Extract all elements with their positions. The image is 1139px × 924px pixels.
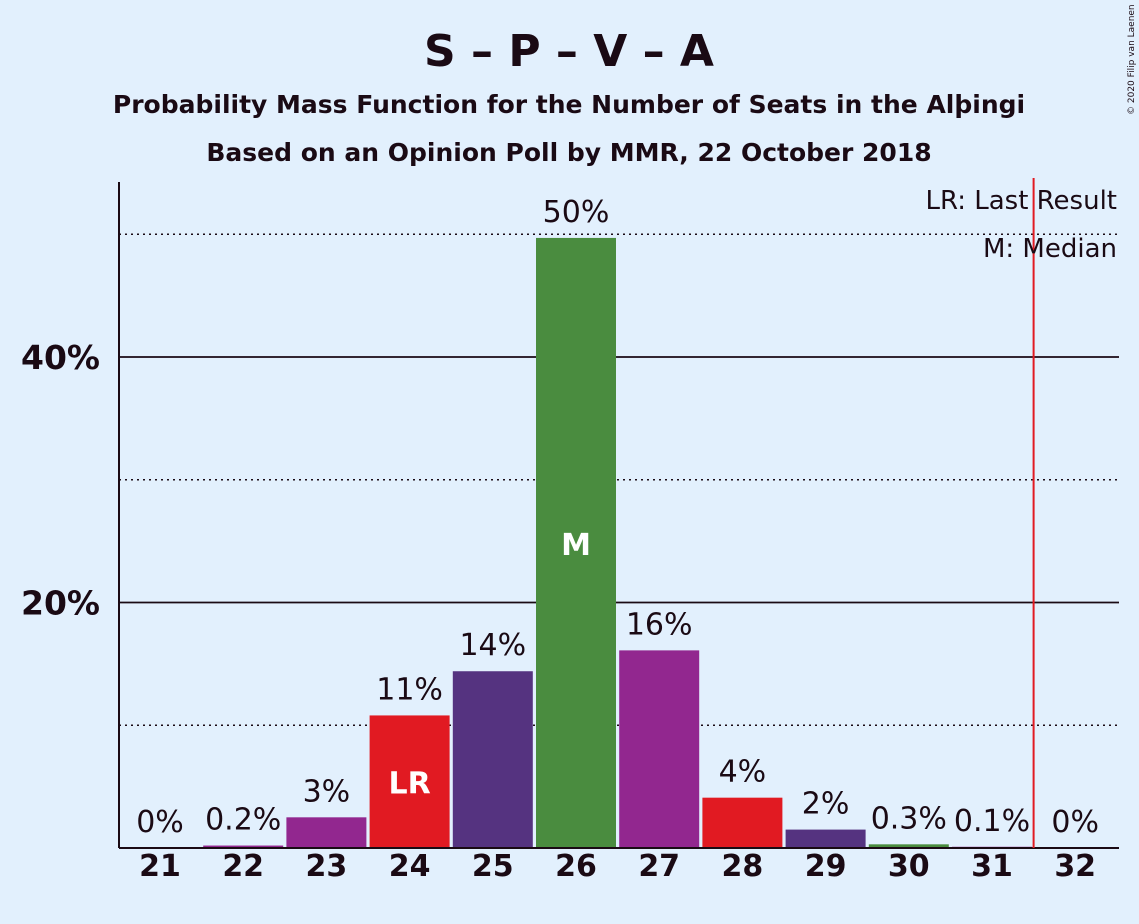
y-tick-label: 40%: [21, 338, 100, 377]
bar: [619, 650, 700, 848]
bar: [868, 844, 949, 848]
x-tick-label: 23: [306, 849, 348, 884]
x-tick-label: 26: [555, 849, 597, 884]
chart-subtitle-2: Based on an Opinion Poll by MMR, 22 Octo…: [206, 138, 931, 167]
data-label: 14%: [459, 628, 526, 663]
bar-mark-label: M: [561, 528, 591, 563]
bar: [369, 715, 450, 848]
bar: [785, 829, 866, 848]
bar-layer: [203, 237, 1032, 848]
data-label: 50%: [543, 195, 610, 230]
bar-mark-label: LR: [388, 767, 430, 802]
data-label: 16%: [626, 607, 693, 642]
x-tick-label: 30: [888, 849, 930, 884]
y-tick-label: 20%: [21, 584, 100, 623]
x-tick-label: 31: [971, 849, 1013, 884]
bar: [203, 845, 284, 848]
data-label: 0.3%: [871, 801, 947, 836]
data-label: 4%: [719, 755, 767, 790]
legend-last-result: LR: Last Result: [925, 186, 1117, 216]
bar: [702, 797, 783, 848]
x-tick-label: 32: [1054, 849, 1096, 884]
data-label: 0.1%: [954, 804, 1030, 839]
x-tick-label: 21: [139, 849, 181, 884]
data-label: 0%: [1051, 805, 1099, 840]
chart-title: S – P – V – A: [424, 26, 714, 77]
bar: [286, 817, 367, 848]
x-tick-label: 27: [638, 849, 680, 884]
data-label: 3%: [303, 774, 351, 809]
data-label: 0%: [136, 805, 184, 840]
chart-subtitle: Probability Mass Function for the Number…: [113, 90, 1025, 119]
x-tick-label: 29: [805, 849, 847, 884]
data-label: 11%: [376, 672, 443, 707]
x-tick-label: 22: [222, 849, 264, 884]
grid-layer: [119, 233, 1119, 726]
x-tick-label: 28: [722, 849, 764, 884]
x-tick-label: 24: [389, 849, 431, 884]
copyright-text: © 2020 Filip van Laenen: [1127, 4, 1137, 115]
data-label: 2%: [802, 787, 850, 822]
axis-layer: 20% 40% 21 22 23 24 25 26 27 28 29 30 31 32: [21, 178, 1119, 884]
data-label: 0.2%: [205, 803, 281, 838]
bar: [536, 237, 616, 848]
legend-median: M: Median: [983, 234, 1117, 264]
x-tick-label: 25: [472, 849, 514, 884]
label-layer: 0% 0.2% 3% 11% LR 14% 50% M 16% 4% 2% 0.3% 0.1% 0%: [136, 195, 1099, 840]
bar: [452, 671, 533, 848]
